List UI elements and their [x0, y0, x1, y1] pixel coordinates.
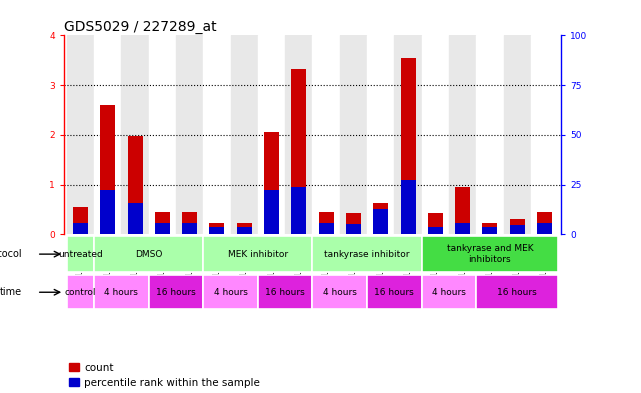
- Bar: [94, 275, 149, 309]
- Text: DMSO: DMSO: [135, 250, 162, 259]
- Bar: [455, 223, 470, 234]
- Bar: [67, 35, 94, 234]
- Bar: [531, 35, 558, 234]
- Text: MEK inhibitor: MEK inhibitor: [228, 250, 288, 259]
- Bar: [483, 227, 497, 234]
- Bar: [291, 187, 306, 234]
- Bar: [67, 236, 94, 272]
- Bar: [291, 69, 306, 234]
- Text: 4 hours: 4 hours: [432, 288, 466, 297]
- Text: time: time: [0, 287, 22, 297]
- Bar: [94, 35, 121, 234]
- Bar: [264, 132, 279, 234]
- Bar: [367, 275, 422, 309]
- Bar: [182, 212, 197, 234]
- Text: 4 hours: 4 hours: [104, 288, 138, 297]
- Bar: [510, 225, 525, 234]
- Bar: [128, 204, 142, 234]
- Bar: [264, 191, 279, 234]
- Text: tankyrase inhibitor: tankyrase inhibitor: [324, 250, 410, 259]
- Text: 4 hours: 4 hours: [213, 288, 247, 297]
- Text: 16 hours: 16 hours: [497, 288, 537, 297]
- Bar: [128, 136, 142, 234]
- Text: 16 hours: 16 hours: [156, 288, 196, 297]
- Bar: [510, 219, 525, 234]
- Bar: [149, 275, 203, 309]
- Bar: [203, 275, 258, 309]
- Bar: [312, 35, 340, 234]
- Bar: [285, 35, 312, 234]
- Bar: [203, 236, 312, 272]
- Text: untreated: untreated: [58, 250, 103, 259]
- Legend: count, percentile rank within the sample: count, percentile rank within the sample: [69, 363, 260, 388]
- Bar: [537, 223, 552, 234]
- Bar: [401, 58, 415, 234]
- Bar: [210, 223, 224, 234]
- Bar: [312, 275, 367, 309]
- Bar: [67, 275, 94, 309]
- Bar: [367, 35, 394, 234]
- Bar: [155, 212, 170, 234]
- Bar: [94, 236, 203, 272]
- Bar: [428, 213, 443, 234]
- Bar: [476, 275, 558, 309]
- Text: GDS5029 / 227289_at: GDS5029 / 227289_at: [64, 20, 217, 34]
- Bar: [73, 223, 88, 234]
- Bar: [237, 227, 252, 234]
- Bar: [121, 35, 149, 234]
- Bar: [258, 275, 312, 309]
- Text: tankyrase and MEK
inhibitors: tankyrase and MEK inhibitors: [447, 244, 533, 264]
- Bar: [476, 35, 504, 234]
- Text: 4 hours: 4 hours: [323, 288, 357, 297]
- Text: 16 hours: 16 hours: [374, 288, 414, 297]
- Text: 16 hours: 16 hours: [265, 288, 305, 297]
- Bar: [455, 187, 470, 234]
- Bar: [237, 223, 252, 234]
- Bar: [422, 275, 476, 309]
- Bar: [258, 35, 285, 234]
- Bar: [100, 191, 115, 234]
- Bar: [422, 236, 558, 272]
- Bar: [210, 227, 224, 234]
- Bar: [483, 223, 497, 234]
- Bar: [149, 35, 176, 234]
- Bar: [428, 227, 443, 234]
- Bar: [346, 224, 361, 234]
- Bar: [537, 212, 552, 234]
- Bar: [340, 35, 367, 234]
- Bar: [449, 35, 476, 234]
- Bar: [203, 35, 231, 234]
- Bar: [373, 204, 388, 234]
- Bar: [100, 105, 115, 234]
- Bar: [182, 223, 197, 234]
- Bar: [231, 35, 258, 234]
- Bar: [373, 209, 388, 234]
- Text: protocol: protocol: [0, 249, 22, 259]
- Bar: [319, 212, 334, 234]
- Bar: [155, 223, 170, 234]
- Bar: [394, 35, 422, 234]
- Bar: [401, 180, 415, 234]
- Bar: [504, 35, 531, 234]
- Text: control: control: [65, 288, 96, 297]
- Bar: [176, 35, 203, 234]
- Bar: [312, 236, 422, 272]
- Bar: [73, 207, 88, 234]
- Bar: [422, 35, 449, 234]
- Bar: [346, 213, 361, 234]
- Bar: [319, 223, 334, 234]
